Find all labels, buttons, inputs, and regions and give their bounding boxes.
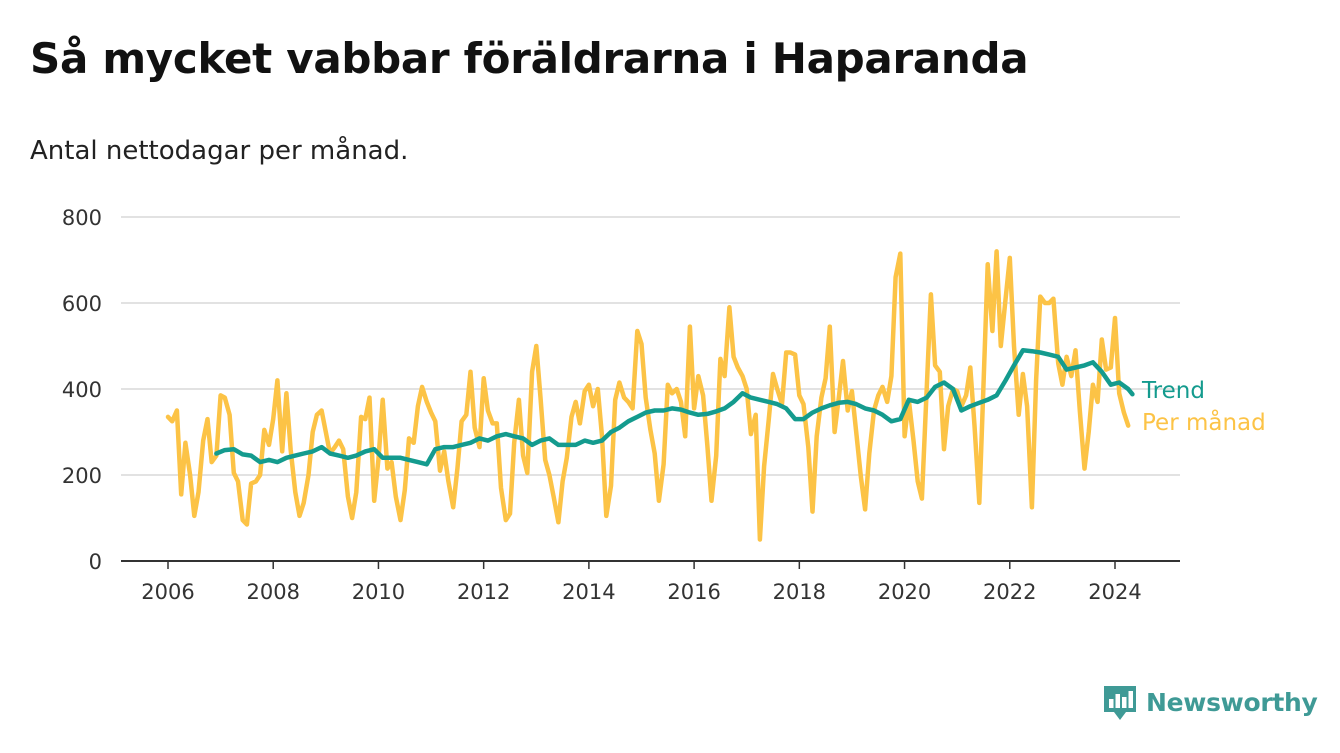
series-label-1: Trend — [1141, 378, 1205, 404]
series-line-1 — [214, 348, 1135, 467]
chart-subtitle: Antal nettodagar per månad. — [30, 136, 409, 166]
y-axis-ticks: 0 200 400 600 800 — [62, 206, 102, 574]
series-lines — [165, 249, 1135, 542]
brand-name: Newsworthy — [1146, 687, 1318, 717]
brand-logo: Newsworthy — [1102, 682, 1318, 722]
chart-title: Så mycket vabbar föräldrarna i Haparanda — [30, 34, 1029, 83]
series-label-0: Per månad — [1142, 408, 1266, 436]
x-tick-label: 2020 — [878, 580, 931, 604]
x-tick-label: 2006 — [141, 580, 194, 604]
x-axis-ticks: 2006 2008 2010 2012 2014 2016 2018 2020 2022 2024 — [141, 561, 1142, 604]
x-tick-label: 2022 — [983, 580, 1036, 604]
newsworthy-icon — [1104, 686, 1136, 720]
x-tick-label: 2008 — [246, 580, 299, 604]
series-labels: Per månad Trend — [1141, 378, 1266, 436]
x-tick-label: 2010 — [352, 580, 405, 604]
y-tick-label: 200 — [62, 464, 102, 488]
series-line-0 — [165, 249, 1131, 542]
y-tick-label: 0 — [89, 550, 102, 574]
x-tick-label: 2014 — [562, 580, 615, 604]
x-tick-label: 2024 — [1088, 580, 1141, 604]
y-tick-label: 600 — [62, 292, 102, 316]
y-tick-label: 800 — [62, 206, 102, 230]
x-tick-label: 2016 — [667, 580, 720, 604]
x-tick-label: 2012 — [457, 580, 510, 604]
x-tick-label: 2018 — [773, 580, 826, 604]
y-tick-label: 400 — [62, 378, 102, 402]
